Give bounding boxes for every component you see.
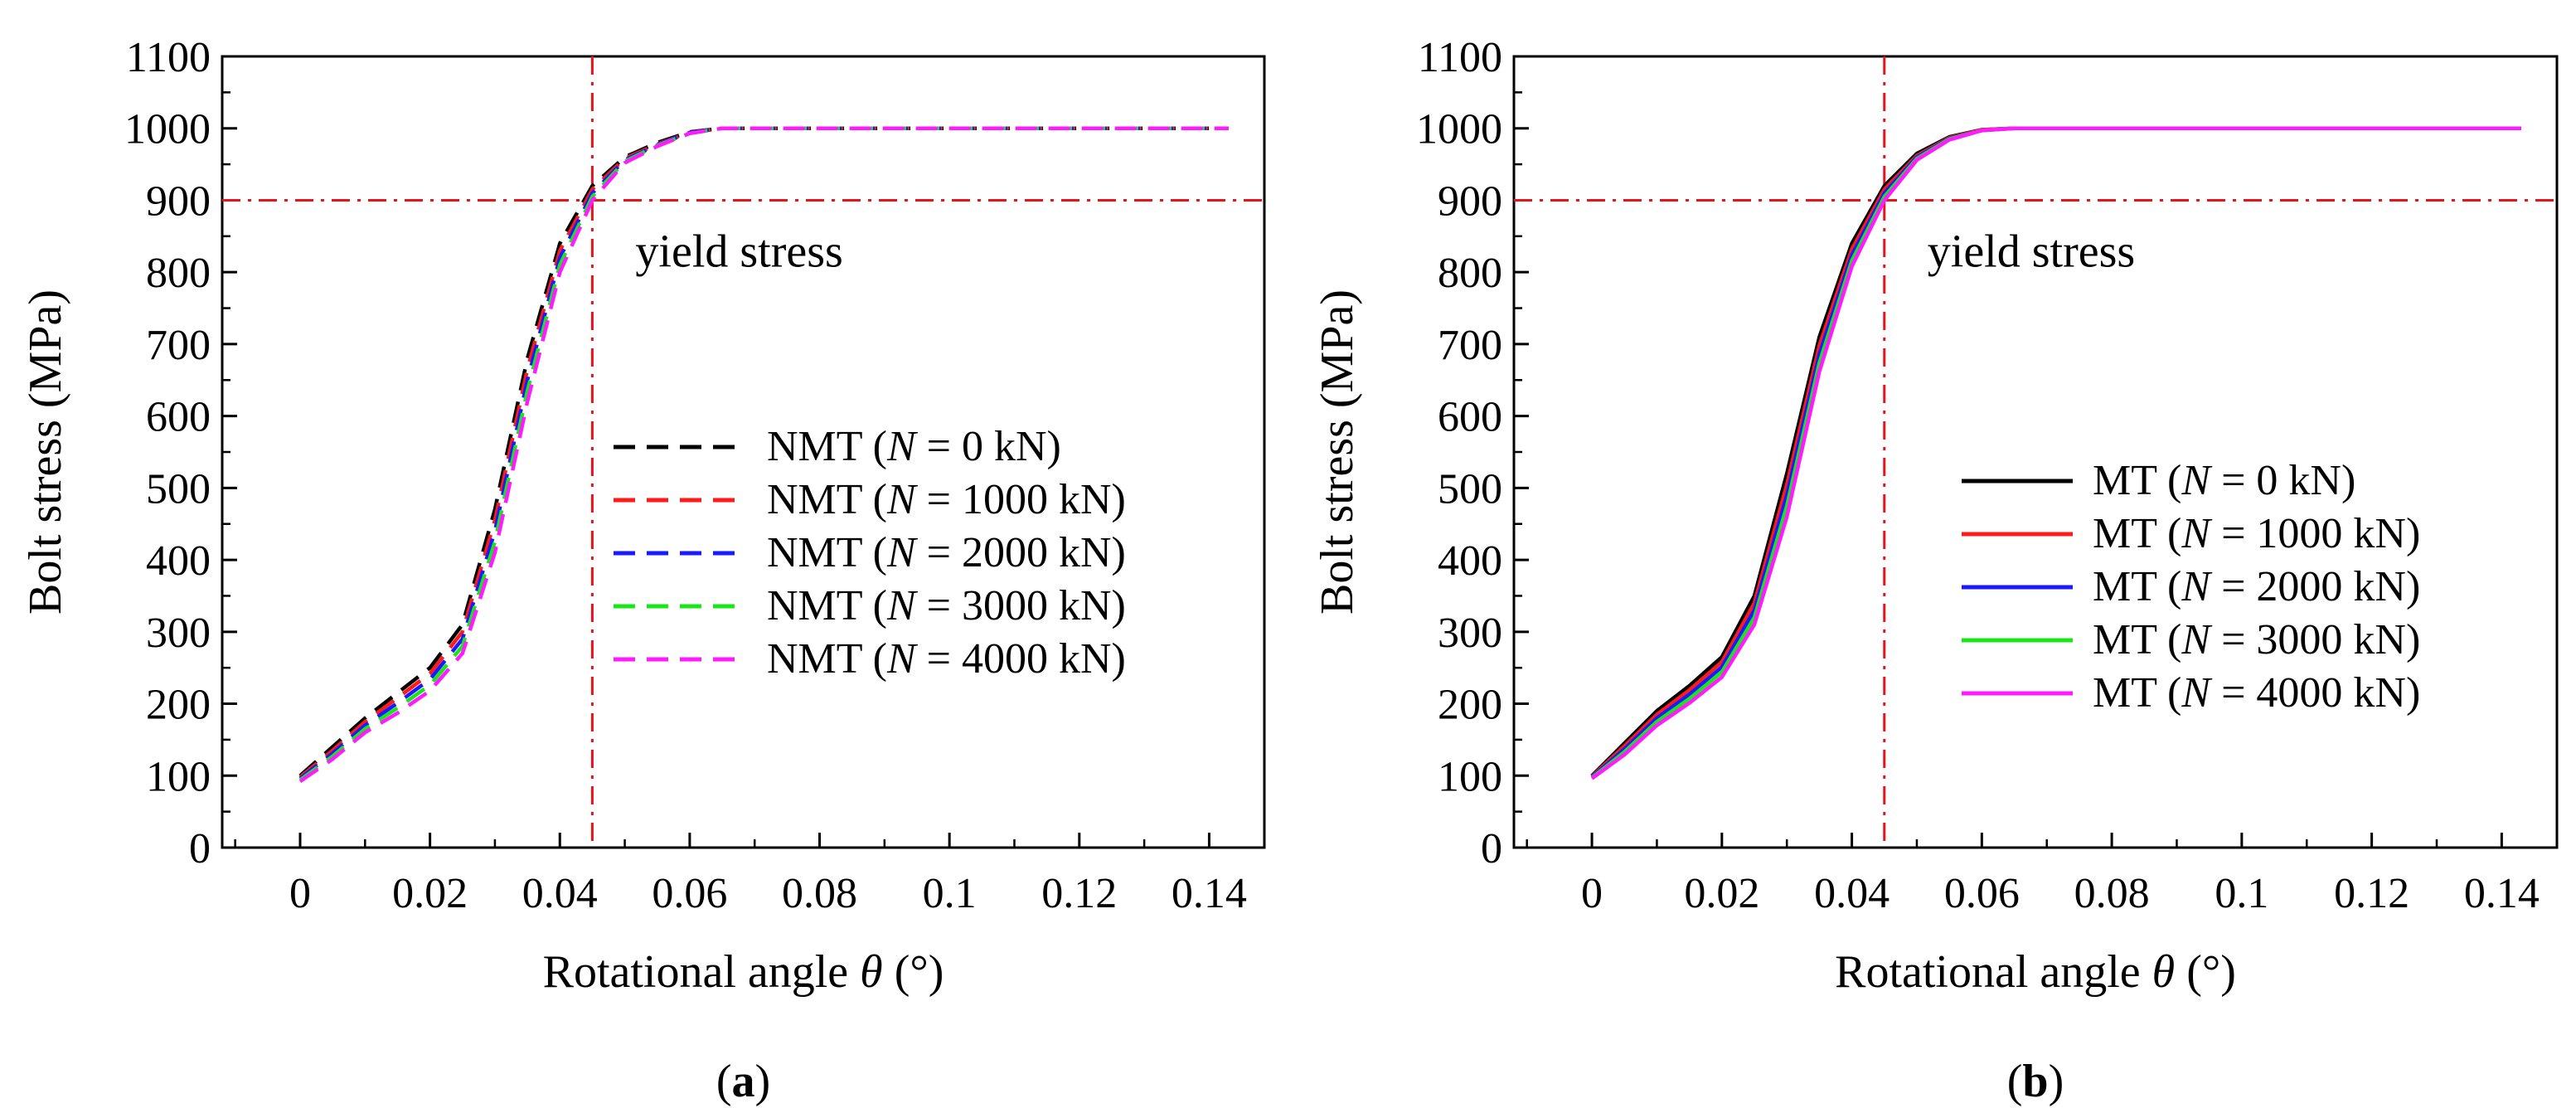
y-tick-label: 100 (146, 753, 211, 800)
y-tick-label: 200 (1438, 682, 1502, 729)
panel-caption: (b) (2007, 1056, 2064, 1107)
series-line-4 (298, 126, 1229, 784)
series-line-2 (298, 126, 1229, 780)
y-tick-label: 1100 (126, 34, 211, 81)
y-tick-label: 700 (146, 322, 211, 369)
series-line-3 (298, 126, 1229, 782)
y-tick-label: 500 (146, 465, 211, 513)
y-tick-label: 300 (1438, 610, 1502, 657)
legend-entry-4: MT (N = 4000 kN) (2093, 669, 2420, 717)
yield-stress-annotation: yield stress (1928, 226, 2135, 277)
yield-stress-annotation: yield stress (635, 226, 842, 277)
chart-panel-a: 0 100 200 300 400 500 600 700 800 900 1000 1100 0 0.0… (20, 34, 1266, 1107)
x-tick-label: 0.06 (1944, 870, 2020, 917)
legend-entry-1: NMT (N = 1000 kN) (767, 476, 1126, 523)
x-axis-label: Rotational angle θ (°) (543, 946, 944, 998)
chart-panel-b: 0 100 200 300 400 500 600 700 800 900 1000 1100 0 0.0… (1312, 34, 2559, 1107)
series-line-4 (1590, 126, 2521, 780)
y-axis-label: Bolt stress (MPa) (1312, 289, 1363, 615)
y-tick-label: 900 (146, 177, 211, 225)
y-tick-label: 600 (1438, 394, 1502, 441)
y-tick-label: 800 (1438, 250, 1502, 297)
plot-frame (1512, 55, 2559, 849)
y-tick-label: 300 (146, 610, 211, 657)
y-tick-label: 700 (1438, 322, 1502, 369)
y-axis-label: Bolt stress (MPa) (20, 289, 71, 615)
y-tick-label: 1100 (1418, 34, 1502, 81)
y-tick-label: 500 (1438, 465, 1502, 513)
y-tick-label: 200 (146, 682, 211, 729)
x-tick-label: 0.12 (2334, 870, 2409, 917)
x-tick-label: 0.14 (1172, 870, 1247, 917)
legend-entry-1: MT (N = 1000 kN) (2093, 510, 2420, 557)
x-tick-label: 0.02 (1684, 870, 1759, 917)
y-tick-label: 900 (1438, 177, 1502, 225)
y-tick-label: 400 (1438, 537, 1502, 585)
legend-entry-3: NMT (N = 3000 kN) (767, 582, 1126, 629)
x-tick-label: 0.12 (1041, 870, 1117, 917)
x-tick-label: 0 (1581, 870, 1603, 917)
x-tick-label: 0.02 (392, 870, 468, 917)
x-tick-label: 0.08 (2074, 870, 2150, 917)
y-tick-label: 0 (1481, 825, 1502, 872)
legend-entry-4: NMT (N = 4000 kN) (767, 635, 1126, 683)
x-tick-label: 0.04 (1814, 870, 1890, 917)
x-tick-label: 0.1 (2215, 870, 2268, 917)
panel-caption: (a) (716, 1056, 770, 1107)
plot-frame (221, 55, 1266, 849)
legend-entry-0: NMT (N = 0 kN) (767, 423, 1061, 470)
y-tick-label: 100 (1438, 753, 1502, 800)
y-tick-label: 1000 (1416, 106, 1502, 153)
x-tick-label: 0 (289, 870, 311, 917)
x-tick-label: 0.08 (782, 870, 857, 917)
y-tick-label: 0 (189, 825, 211, 872)
legend-entry-0: MT (N = 0 kN) (2093, 457, 2355, 504)
legend-entry-2: NMT (N = 2000 kN) (767, 529, 1126, 576)
x-tick-label: 0.1 (923, 870, 977, 917)
x-axis-label: Rotational angle θ (°) (1835, 946, 2236, 998)
x-tick-label: 0.04 (522, 870, 598, 917)
legend-entry-2: MT (N = 2000 kN) (2093, 563, 2420, 610)
x-tick-label: 0.14 (2464, 870, 2540, 917)
y-tick-label: 600 (146, 394, 211, 441)
x-tick-label: 0.06 (652, 870, 727, 917)
legend-entry-3: MT (N = 3000 kN) (2093, 616, 2420, 663)
y-tick-label: 800 (146, 250, 211, 297)
y-tick-label: 400 (146, 537, 211, 585)
y-tick-label: 1000 (124, 106, 211, 153)
